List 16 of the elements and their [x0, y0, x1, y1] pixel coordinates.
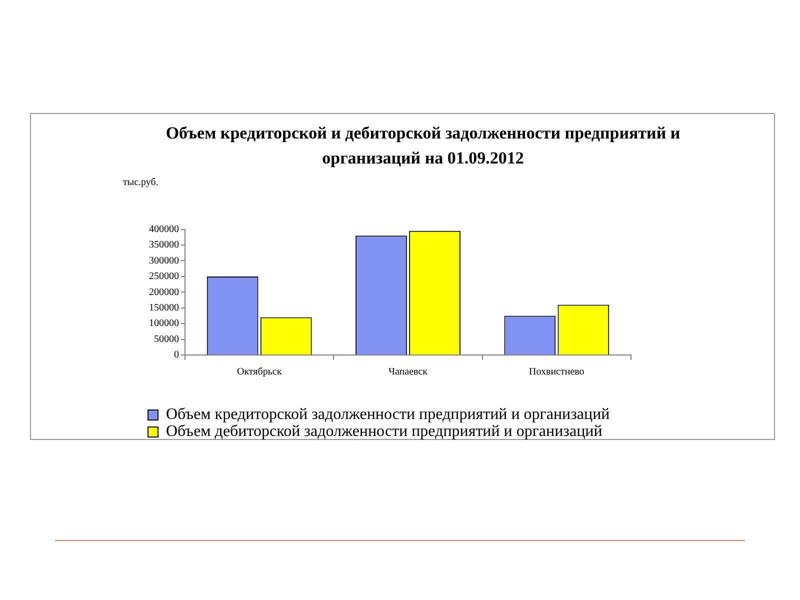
legend-label: Объем кредиторской задолженности предприятий и организаций: [166, 406, 610, 424]
y-tick-label: 350000: [149, 240, 179, 251]
y-tick-label: 50000: [154, 334, 179, 345]
y-tick-label: 200000: [149, 286, 179, 298]
x-tick-label: Похвистнево: [529, 366, 584, 378]
y-tick-label: 400000: [149, 224, 179, 235]
y-tick-label: 0: [174, 350, 179, 361]
x-tick-label: Октябрьск: [236, 366, 282, 378]
x-tick-label: Чапаевск: [388, 366, 428, 378]
y-axis-title: тыс.руб.: [123, 176, 158, 188]
y-tick-label: 250000: [149, 271, 179, 282]
legend-label: Объем дебиторской задолженности предприятий и организаций: [166, 423, 603, 440]
chart-title: Объем кредиторской и дебиторской задолженности предприятий и организаций на 01.09.2012: [166, 124, 680, 168]
y-tick-label: 100000: [149, 318, 179, 330]
y-tick-label: 150000: [149, 302, 179, 314]
y-tick-label: 300000: [149, 255, 179, 266]
